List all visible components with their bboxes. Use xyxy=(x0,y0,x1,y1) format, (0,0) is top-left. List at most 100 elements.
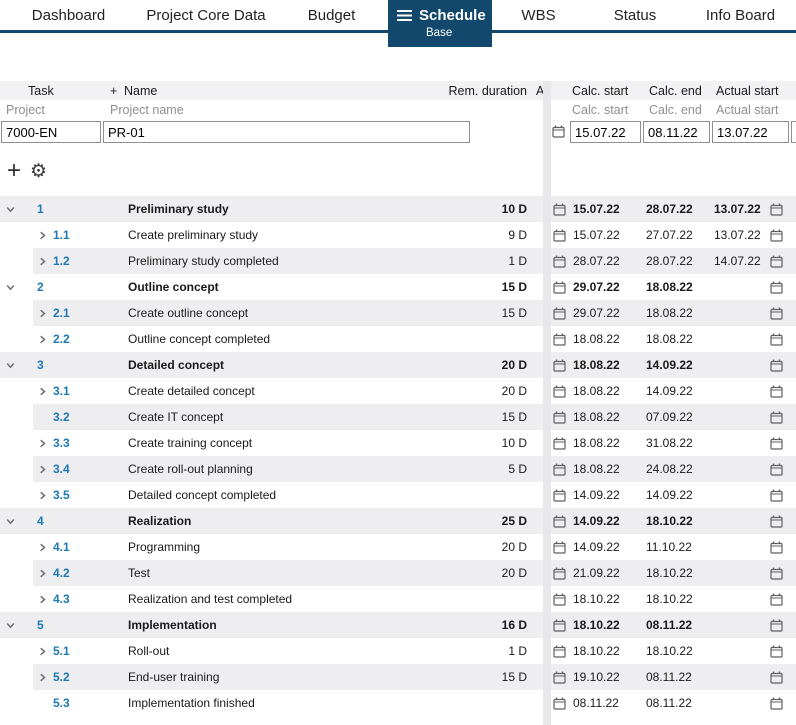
calendar-icon[interactable] xyxy=(553,229,573,242)
task-number[interactable]: 4 xyxy=(37,514,44,528)
chevron-right-icon[interactable] xyxy=(37,256,53,267)
chevron-right-icon[interactable] xyxy=(37,464,53,475)
col-calc-end[interactable]: Calc. end xyxy=(649,83,702,98)
tab-status[interactable]: Status xyxy=(613,6,657,24)
task-number[interactable]: 2.2 xyxy=(53,332,70,346)
calendar-icon[interactable] xyxy=(553,255,573,268)
task-number[interactable]: 5.1 xyxy=(53,644,70,658)
chevron-down-icon[interactable] xyxy=(5,204,21,215)
calendar-icon[interactable] xyxy=(770,489,783,502)
task-number[interactable]: 3 xyxy=(37,358,44,372)
project-calc-end-input[interactable] xyxy=(643,121,710,143)
task-name[interactable]: Preliminary study xyxy=(128,202,229,216)
calendar-icon[interactable] xyxy=(770,255,783,268)
tab-dashboard[interactable]: Dashboard xyxy=(31,6,106,24)
chevron-right-icon[interactable] xyxy=(37,230,53,241)
col-a[interactable]: A xyxy=(536,83,545,98)
col-actual-start[interactable]: Actual start xyxy=(716,83,779,98)
task-number[interactable]: 4.2 xyxy=(53,566,70,580)
task-row[interactable]: 2 Outline concept 15 D 29.07.22 18.08.22 xyxy=(0,274,796,300)
task-row[interactable]: 5.3 Implementation finished 08.11.22 08.… xyxy=(0,690,796,716)
calendar-icon[interactable] xyxy=(553,697,573,710)
tab-project-core-data[interactable]: Project Core Data xyxy=(146,6,266,24)
task-row[interactable]: 5.1 Roll-out 1 D 18.10.22 18.10.22 xyxy=(0,638,796,664)
calendar-icon[interactable] xyxy=(770,229,783,242)
chevron-down-icon[interactable] xyxy=(5,516,21,527)
task-row[interactable]: 1.1 Create preliminary study 9 D 15.07.2… xyxy=(0,222,796,248)
task-number[interactable]: 4.1 xyxy=(53,540,70,554)
task-row[interactable]: 3.1 Create detailed concept 20 D 18.08.2… xyxy=(0,378,796,404)
calendar-icon[interactable] xyxy=(553,515,573,528)
task-name[interactable]: Detailed concept xyxy=(128,358,225,372)
task-name[interactable]: Create IT concept xyxy=(128,410,224,424)
col-calc-start[interactable]: Calc. start xyxy=(572,83,629,98)
calendar-icon[interactable] xyxy=(770,645,783,658)
task-number[interactable]: 3.4 xyxy=(53,462,70,476)
task-number[interactable]: 5.3 xyxy=(53,696,70,710)
calendar-icon[interactable] xyxy=(553,437,573,450)
tab-info-board[interactable]: Info Board xyxy=(705,6,776,24)
panel-splitter[interactable] xyxy=(543,81,551,725)
calendar-icon[interactable] xyxy=(770,671,783,684)
task-number[interactable]: 5 xyxy=(37,618,44,632)
calendar-icon[interactable] xyxy=(553,489,573,502)
calendar-icon[interactable] xyxy=(770,281,783,294)
chevron-down-icon[interactable] xyxy=(5,620,21,631)
calendar-icon[interactable] xyxy=(553,593,573,606)
task-name[interactable]: Preliminary study completed xyxy=(128,254,279,268)
calendar-icon[interactable] xyxy=(770,307,783,320)
tab-wbs[interactable]: WBS xyxy=(521,6,556,24)
task-row[interactable]: 3.3 Create training concept 10 D 18.08.2… xyxy=(0,430,796,456)
task-number[interactable]: 1.1 xyxy=(53,228,70,242)
chevron-right-icon[interactable] xyxy=(37,386,53,397)
task-name[interactable]: Create detailed concept xyxy=(128,384,255,398)
task-name[interactable]: Create roll-out planning xyxy=(128,462,253,476)
task-row[interactable]: 5 Implementation 16 D 18.10.22 08.11.22 xyxy=(0,612,796,638)
tab-budget[interactable]: Budget xyxy=(307,6,356,24)
chevron-right-icon[interactable] xyxy=(37,646,53,657)
calendar-icon[interactable] xyxy=(553,463,573,476)
calendar-icon[interactable] xyxy=(770,385,783,398)
calendar-icon[interactable] xyxy=(770,437,783,450)
calendar-icon[interactable] xyxy=(770,359,783,372)
calendar-icon[interactable] xyxy=(553,671,573,684)
task-row[interactable]: 4 Realization 25 D 14.09.22 18.10.22 xyxy=(0,508,796,534)
task-row[interactable]: 5.2 End-user training 15 D 19.10.22 08.1… xyxy=(0,664,796,690)
task-name[interactable]: Outline concept xyxy=(128,280,219,294)
menu-icon[interactable] xyxy=(397,9,412,21)
add-task-button[interactable]: + xyxy=(7,157,22,184)
calendar-icon[interactable] xyxy=(553,645,573,658)
calendar-icon[interactable] xyxy=(553,281,573,294)
task-row[interactable]: 2.2 Outline concept completed 18.08.22 1… xyxy=(0,326,796,352)
calendar-icon[interactable] xyxy=(553,619,573,632)
task-number[interactable]: 3.5 xyxy=(53,488,70,502)
calendar-icon[interactable] xyxy=(770,697,783,710)
task-number[interactable]: 1 xyxy=(37,202,44,216)
task-number[interactable]: 2 xyxy=(37,280,44,294)
chevron-right-icon[interactable] xyxy=(37,490,53,501)
project-name-input[interactable] xyxy=(103,121,470,143)
calendar-icon[interactable] xyxy=(770,567,783,580)
calendar-icon[interactable] xyxy=(770,463,783,476)
calendar-icon[interactable] xyxy=(770,541,783,554)
task-name[interactable]: Detailed concept completed xyxy=(128,488,277,502)
task-number[interactable]: 2.1 xyxy=(53,306,70,320)
calendar-icon[interactable] xyxy=(553,307,573,320)
settings-gear-icon[interactable]: ⚙ xyxy=(30,160,48,182)
chevron-right-icon[interactable] xyxy=(37,594,53,605)
col-task[interactable]: Task xyxy=(28,83,54,98)
calendar-icon[interactable] xyxy=(770,619,783,632)
chevron-down-icon[interactable] xyxy=(5,282,21,293)
chevron-right-icon[interactable] xyxy=(37,334,53,345)
calendar-icon[interactable] xyxy=(770,593,783,606)
task-name[interactable]: Create preliminary study xyxy=(128,228,259,242)
chevron-right-icon[interactable] xyxy=(37,542,53,553)
task-name[interactable]: Programming xyxy=(128,540,201,554)
task-number[interactable]: 1.2 xyxy=(53,254,70,268)
task-name[interactable]: Outline concept completed xyxy=(128,332,271,346)
task-number[interactable]: 3.1 xyxy=(53,384,70,398)
calendar-icon[interactable] xyxy=(553,203,573,216)
project-id-input[interactable] xyxy=(1,121,101,143)
chevron-down-icon[interactable] xyxy=(5,360,21,371)
chevron-right-icon[interactable] xyxy=(37,672,53,683)
